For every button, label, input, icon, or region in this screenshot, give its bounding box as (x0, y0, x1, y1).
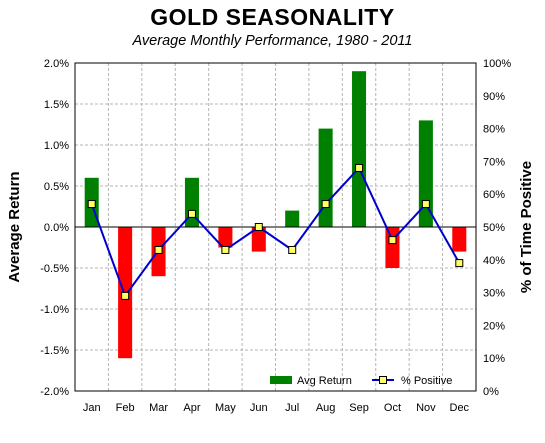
marker-jun (254, 223, 263, 231)
x-tick-label: Mar (149, 402, 168, 414)
bar-dec (452, 227, 467, 252)
x-tick-label: Jun (250, 402, 268, 414)
marker-apr (187, 209, 196, 218)
y2-tick-label: 10% (483, 353, 505, 365)
x-tick-label: Dec (450, 402, 470, 414)
x-tick-label: Feb (116, 402, 135, 414)
x-tick-label: Aug (316, 402, 336, 414)
y2-axis-title: % of Time Positive (518, 161, 535, 293)
bar-oct (385, 227, 400, 268)
y-tick-label: 0.0% (44, 222, 69, 234)
right-axis-ticks: 100% 90% 80% 70% 60% 50% 40% 30% 20% 10% 0% (483, 58, 511, 398)
x-tick-label: Jan (83, 402, 101, 414)
marker-dec (455, 259, 464, 268)
y2-tick-label: 0% (483, 386, 499, 398)
y-tick-label: -2.0% (40, 386, 69, 398)
bar-jul (285, 210, 300, 227)
y2-tick-label: 70% (483, 156, 505, 168)
x-tick-label: Sep (349, 402, 369, 414)
y-tick-label: -1.5% (40, 345, 69, 357)
x-tick-label: May (215, 402, 236, 414)
marker-jan (87, 200, 96, 209)
legend: Avg Return % Positive (270, 375, 452, 387)
x-tick-label: Jul (285, 402, 299, 414)
y2-tick-label: 30% (483, 288, 505, 300)
x-tick-label: Nov (416, 402, 436, 414)
x-axis-ticks: Jan Feb Mar Apr May Jun Jul Aug Sep Oct Nov Dec (83, 402, 470, 414)
y2-tick-label: 40% (483, 255, 505, 267)
grid-lines (75, 63, 476, 391)
x-tick-label: Apr (183, 402, 200, 414)
y-axis-title: Average Return (6, 171, 23, 282)
marker-jul (288, 245, 297, 254)
marker-mar (154, 245, 163, 254)
bar-jun (251, 227, 266, 252)
bar-sep (352, 71, 367, 227)
marker-oct (388, 236, 397, 245)
y2-tick-label: 60% (483, 189, 505, 201)
marker-nov (421, 200, 430, 209)
legend-bar-label: Avg Return (297, 375, 352, 387)
marker-feb (121, 291, 130, 300)
left-axis-ticks: 2.0% 1.5% 1.0% 0.5% 0.0% -0.5% -1.0% -1.5% -2.0% (40, 58, 69, 398)
y2-tick-label: 50% (483, 222, 505, 234)
y-tick-label: 1.5% (44, 99, 69, 111)
x-tick-label: Oct (384, 402, 401, 414)
y-tick-label: 0.5% (44, 181, 69, 193)
percent-positive-series (87, 163, 464, 300)
y2-tick-label: 100% (483, 58, 511, 70)
marker-sep (355, 163, 364, 172)
legend-bar-swatch (270, 376, 292, 384)
y-tick-label: 1.0% (44, 140, 69, 152)
legend-marker-swatch (379, 376, 387, 384)
y-tick-label: 2.0% (44, 58, 69, 70)
legend-line-label: % Positive (401, 375, 452, 387)
y-tick-label: -1.0% (40, 304, 69, 316)
chart-title: GOLD SEASONALITY (150, 4, 395, 30)
marker-may (221, 245, 230, 254)
y2-tick-label: 20% (483, 320, 505, 332)
y-tick-label: -0.5% (40, 263, 69, 275)
y2-tick-label: 90% (483, 91, 505, 103)
y2-tick-label: 80% (483, 124, 505, 136)
bar-may (218, 227, 233, 248)
chart-subtitle: Average Monthly Performance, 1980 - 2011 (132, 33, 413, 49)
marker-aug (321, 200, 330, 209)
percent-positive-line (90, 166, 461, 298)
